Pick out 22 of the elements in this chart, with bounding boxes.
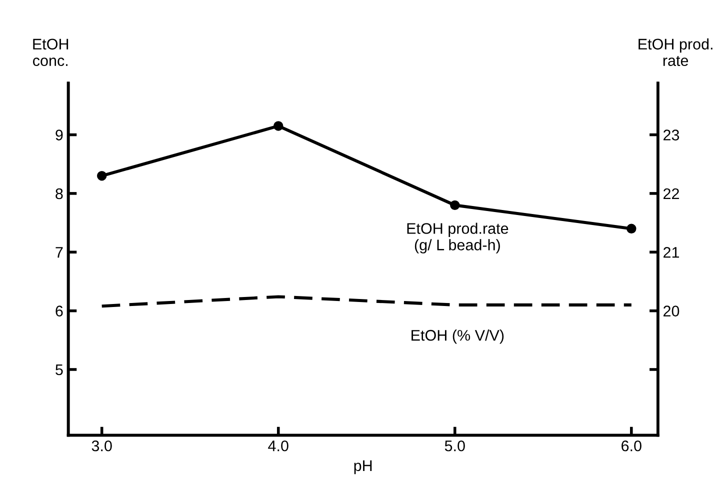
y2-tick-label: 23 xyxy=(664,130,680,140)
x-tick-label: 3.0 xyxy=(92,440,112,452)
y2-tick-label: 20 xyxy=(664,306,680,316)
y2-tick-label: 21 xyxy=(664,246,679,258)
y-tick-label: 8 xyxy=(56,188,63,200)
x-axis-title: pH xyxy=(354,460,372,474)
x-tick-label: 5.0 xyxy=(444,440,465,452)
point xyxy=(450,200,460,210)
y-tick-label: 6 xyxy=(56,306,63,316)
y-axis-title: EtOH conc. xyxy=(33,38,68,66)
x-tick-label: 6.0 xyxy=(622,440,642,452)
point xyxy=(626,224,636,234)
x-tick-label: 4.0 xyxy=(268,440,288,452)
y2-tick-label: 22 xyxy=(664,188,679,199)
point xyxy=(96,170,107,181)
y-tick-label: 9 xyxy=(56,130,63,140)
point xyxy=(274,121,284,131)
y-tick-label: 5 xyxy=(56,364,63,376)
series-label: EtOH prod.rate (g/ L bead-h) xyxy=(407,222,508,254)
series-label: EtOH (% V/V) xyxy=(412,330,504,344)
y-tick-label: 7 xyxy=(56,247,63,258)
y2-axis-title: EtOH prod. rate xyxy=(638,38,712,66)
